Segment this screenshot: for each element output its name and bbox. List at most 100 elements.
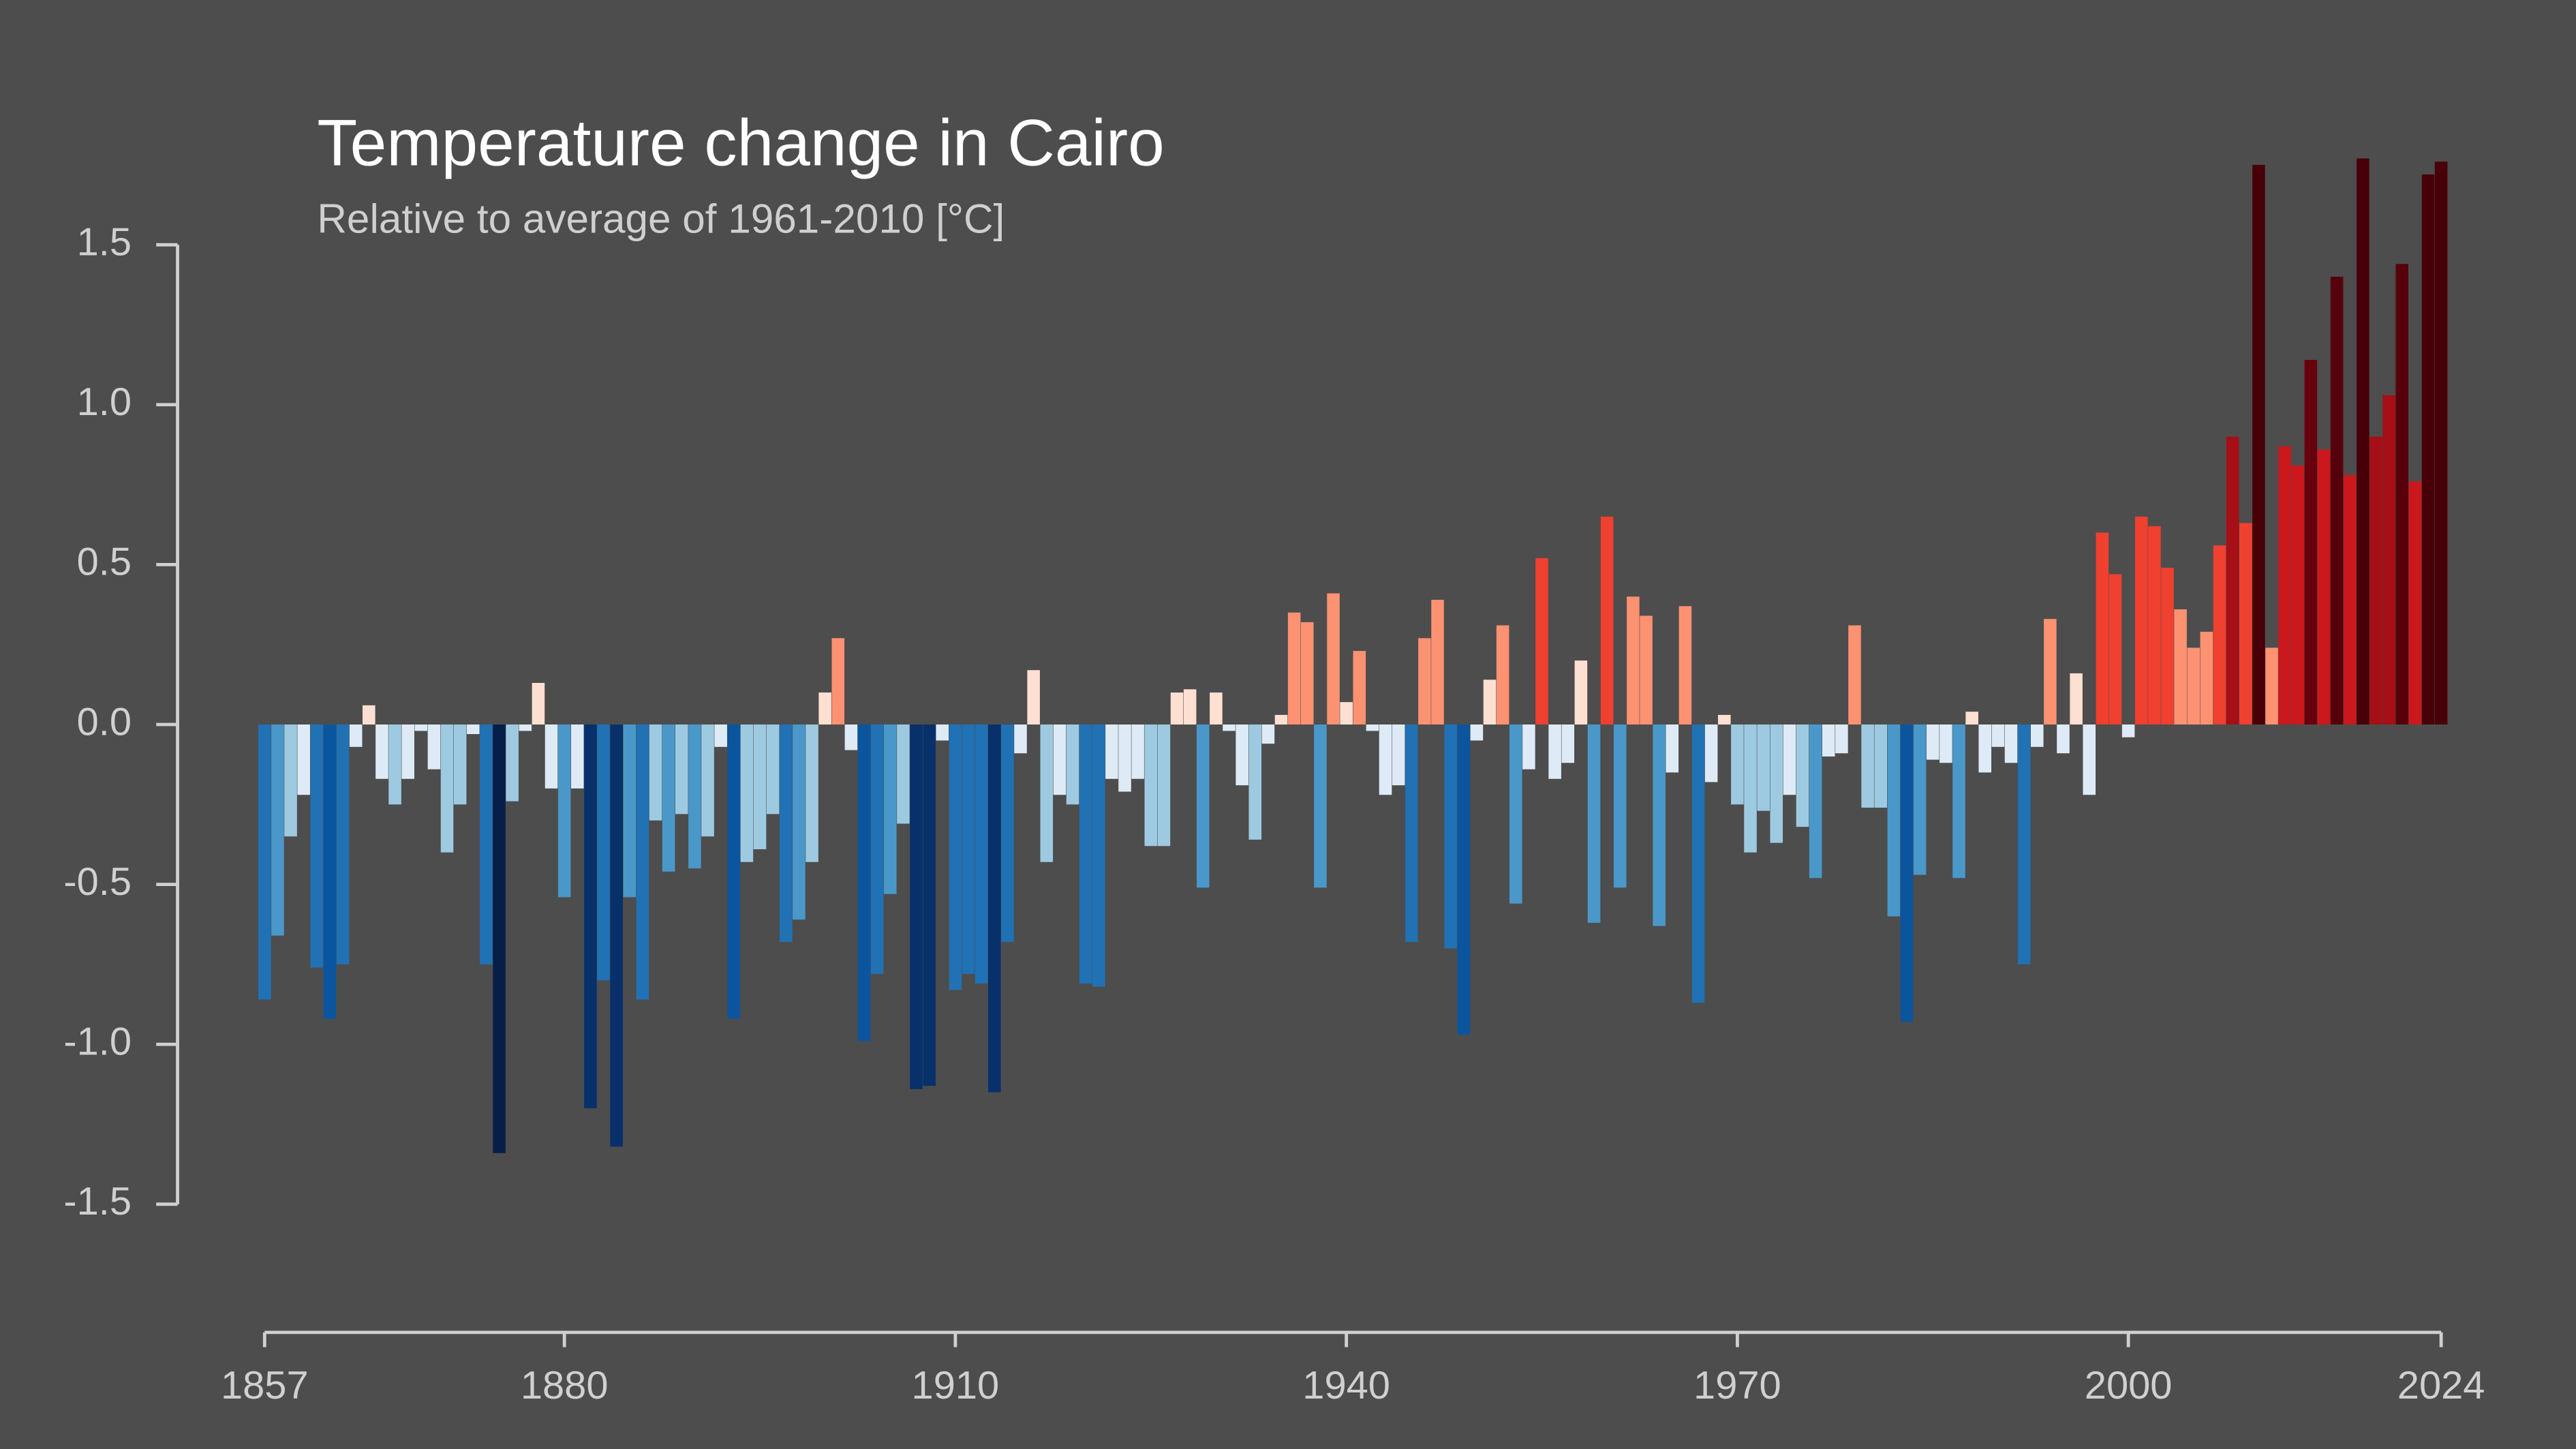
bar bbox=[297, 724, 310, 795]
bar bbox=[1717, 714, 1731, 724]
bar bbox=[2330, 277, 2344, 724]
bar bbox=[532, 683, 545, 724]
bar bbox=[1691, 724, 1705, 1003]
bar bbox=[453, 724, 467, 805]
bar bbox=[806, 724, 818, 862]
bar bbox=[1704, 724, 1718, 782]
bar bbox=[2109, 574, 2122, 724]
bar bbox=[2304, 360, 2318, 724]
bar bbox=[584, 724, 597, 1109]
bar bbox=[2213, 545, 2226, 724]
bar bbox=[1092, 724, 1105, 987]
bar bbox=[688, 724, 701, 869]
bar bbox=[636, 724, 649, 1000]
bar bbox=[310, 724, 324, 968]
bar bbox=[401, 724, 414, 779]
bar bbox=[701, 724, 714, 837]
bar bbox=[1131, 724, 1144, 779]
x-tick-label: 2000 bbox=[2085, 1364, 2173, 1407]
bar bbox=[1796, 724, 1809, 827]
bar bbox=[1887, 724, 1901, 917]
bar bbox=[2161, 568, 2174, 724]
bar bbox=[557, 724, 571, 898]
bar bbox=[1470, 724, 1484, 741]
bar bbox=[831, 638, 845, 724]
y-tick-label: 0.0 bbox=[77, 700, 132, 744]
bar bbox=[897, 724, 910, 824]
bar bbox=[844, 724, 858, 750]
bar bbox=[1640, 615, 1653, 724]
bar bbox=[2004, 724, 2018, 763]
bar bbox=[766, 724, 780, 814]
bar bbox=[623, 724, 637, 898]
bar bbox=[2044, 619, 2057, 724]
bar bbox=[1444, 724, 1457, 949]
bar bbox=[1261, 724, 1275, 744]
bar bbox=[1340, 702, 1353, 724]
bar bbox=[1678, 606, 1692, 724]
bar bbox=[1535, 558, 1548, 724]
bar bbox=[2121, 724, 2135, 737]
bar bbox=[1822, 724, 1835, 757]
y-tick-label: 1.5 bbox=[77, 220, 132, 264]
bar bbox=[1509, 724, 1522, 904]
bar bbox=[1574, 660, 1588, 724]
bar bbox=[910, 724, 923, 1089]
bar bbox=[1496, 625, 1509, 724]
bar bbox=[1118, 724, 1131, 792]
x-tick-label: 1910 bbox=[912, 1364, 1000, 1407]
y-tick-label: -1.0 bbox=[63, 1020, 132, 1064]
bar bbox=[1353, 651, 1366, 724]
bar bbox=[2174, 609, 2187, 724]
bar bbox=[467, 724, 480, 735]
bar bbox=[1627, 596, 1640, 724]
bar bbox=[1913, 724, 1927, 875]
bar bbox=[1079, 724, 1092, 984]
bar bbox=[427, 724, 441, 769]
bar bbox=[714, 724, 727, 747]
bar bbox=[857, 724, 871, 1041]
bar bbox=[818, 692, 831, 724]
bar bbox=[1405, 724, 1418, 943]
bar bbox=[1157, 724, 1171, 846]
bar bbox=[440, 724, 454, 853]
bar bbox=[2317, 449, 2331, 724]
bar bbox=[1613, 724, 1627, 888]
bar bbox=[740, 724, 754, 862]
bar bbox=[1197, 724, 1210, 888]
y-tick-label: -1.5 bbox=[63, 1180, 132, 1223]
bar bbox=[1379, 724, 1392, 795]
bar bbox=[1327, 593, 1340, 724]
bar bbox=[1431, 600, 1444, 724]
bar bbox=[2252, 164, 2265, 725]
bar bbox=[1366, 724, 1379, 731]
bar bbox=[988, 724, 1001, 1093]
bar bbox=[2343, 475, 2357, 724]
bar bbox=[1653, 724, 1666, 926]
y-tick-label: 1.0 bbox=[77, 380, 132, 424]
bar bbox=[1287, 612, 1301, 724]
bar bbox=[388, 724, 401, 805]
bar bbox=[2370, 436, 2382, 724]
bar bbox=[1236, 724, 1248, 786]
bar bbox=[375, 724, 388, 779]
bar bbox=[2395, 264, 2409, 725]
x-tick-label: 1970 bbox=[1693, 1364, 1781, 1407]
bar bbox=[662, 724, 675, 872]
bar bbox=[545, 724, 558, 789]
bar bbox=[1770, 724, 1783, 843]
y-tick-label: 0.5 bbox=[77, 540, 132, 584]
bar bbox=[1874, 724, 1888, 808]
bar bbox=[2239, 523, 2252, 724]
bar bbox=[1301, 622, 1314, 724]
bar bbox=[1561, 724, 1575, 763]
bar bbox=[1066, 724, 1079, 805]
bar bbox=[519, 724, 532, 731]
bar bbox=[962, 724, 975, 974]
bar bbox=[336, 724, 350, 964]
bar bbox=[2070, 673, 2083, 724]
bar bbox=[1014, 724, 1027, 754]
bar bbox=[1744, 724, 1757, 853]
bar bbox=[1835, 724, 1848, 754]
